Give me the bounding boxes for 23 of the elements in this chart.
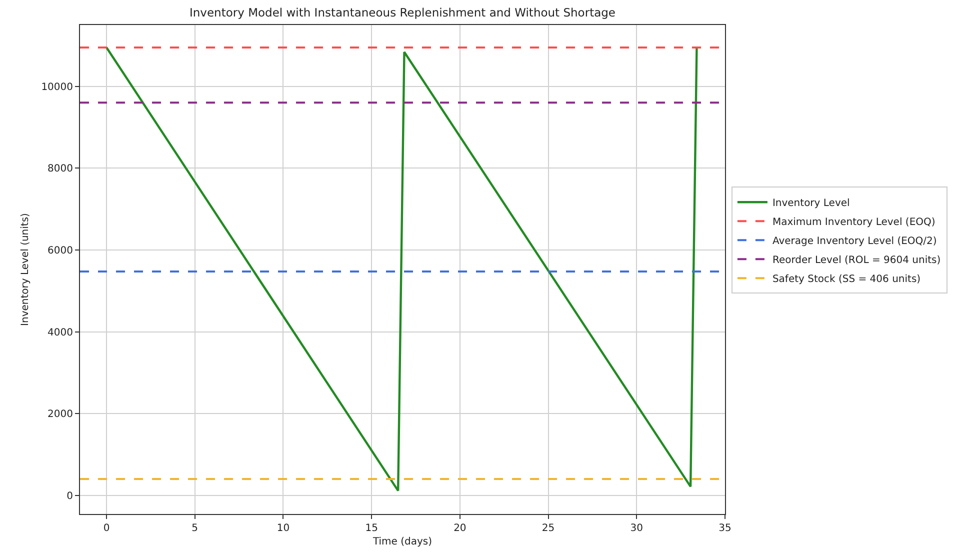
legend-label: Average Inventory Level (EOQ/2) bbox=[772, 236, 937, 248]
y-tick-label: 2000 bbox=[48, 409, 73, 420]
x-tick-label: 15 bbox=[365, 523, 378, 534]
x-tick-label: 35 bbox=[718, 523, 732, 534]
x-tick-label: 5 bbox=[192, 523, 198, 534]
x-tick-label: 30 bbox=[630, 523, 644, 534]
y-tick-label: 4000 bbox=[48, 327, 73, 338]
x-tick-label: 20 bbox=[454, 523, 466, 534]
y-tick-label: 10000 bbox=[41, 82, 73, 93]
legend-label: Maximum Inventory Level (EOQ) bbox=[772, 217, 936, 228]
legend-label: Inventory Level bbox=[772, 198, 850, 210]
x-tick-label: 0 bbox=[103, 523, 110, 534]
y-axis-title: Inventory Level (units) bbox=[20, 212, 32, 326]
chart-title: Inventory Model with Instantaneous Replenishment and Without Shortage bbox=[189, 5, 616, 20]
line-series bbox=[105, 46, 698, 492]
y-tick-label: 0 bbox=[66, 491, 73, 502]
y-tick-label: 8000 bbox=[48, 164, 73, 175]
y-tick-label: 6000 bbox=[48, 246, 73, 257]
x-tick-label: 25 bbox=[542, 523, 555, 534]
x-tick-label: 10 bbox=[276, 523, 290, 534]
x-axis-title: Time (days) bbox=[372, 536, 432, 548]
legend-label: Safety Stock (SS = 406 units) bbox=[772, 274, 921, 286]
legend-label: Reorder Level (ROL = 9604 units) bbox=[772, 255, 941, 266]
